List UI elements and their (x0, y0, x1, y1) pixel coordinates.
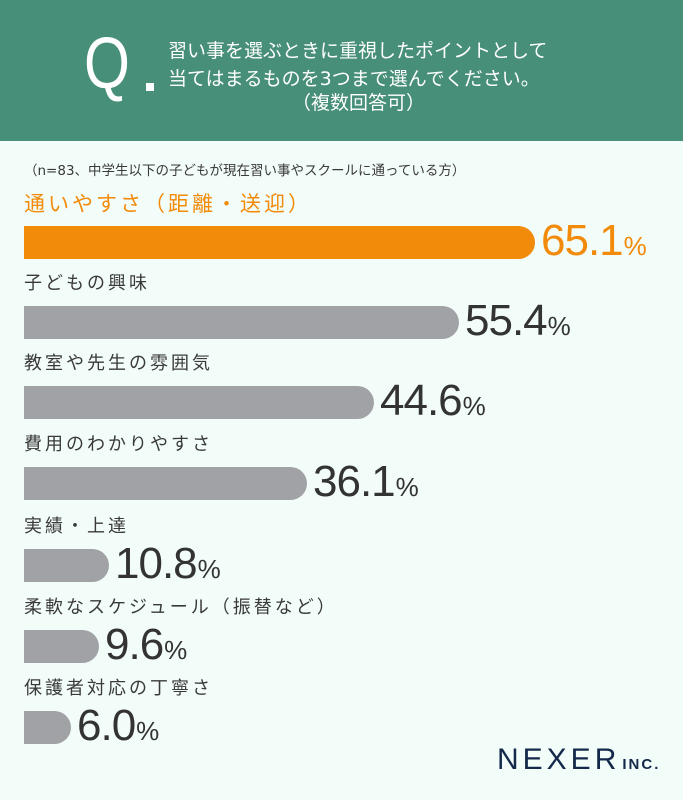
bar-value-number: 6.0 (77, 701, 136, 750)
bar-value: 55.4% (465, 298, 571, 354)
question-mark-q: Q (84, 24, 130, 104)
bar (24, 386, 374, 419)
bar-value-percent: % (164, 635, 188, 665)
nexer-logo: NEXER INC. (497, 743, 660, 777)
bar-value: 9.6% (105, 622, 187, 678)
bar (24, 467, 307, 500)
bar-value-percent: % (547, 311, 571, 341)
bar (24, 549, 109, 582)
bar-label: 子どもの興味 (24, 273, 150, 294)
bar (24, 306, 459, 339)
bar (24, 711, 71, 744)
bar-label: 教室や先生の雰囲気 (24, 353, 213, 374)
bar-value: 6.0% (77, 703, 159, 759)
bar-value: 44.6% (380, 378, 486, 434)
bar-value-percent: % (136, 716, 160, 746)
bar-label: 実績・上達 (24, 516, 129, 537)
bar-value: 65.1% (541, 218, 647, 274)
bar-value-percent: % (197, 554, 221, 584)
bar-value-number: 10.8 (115, 539, 198, 588)
logo-main: NEXER (497, 743, 621, 776)
bar-value-percent: % (623, 231, 647, 261)
bar-value-number: 65.1 (541, 216, 624, 265)
bar-label: 柔軟なスケジュール（振替など） (24, 597, 338, 618)
logo-sub: INC. (622, 756, 661, 773)
bar-value-number: 36.1 (313, 457, 396, 506)
question-title-line-2: 当てはまるものを3つまで選んでください。 (168, 68, 540, 90)
bar-label: 保護者対応の丁寧さ (24, 678, 213, 699)
bar-value-number: 44.6 (380, 376, 463, 425)
sample-note: （n=83、中学生以下の子どもが現在習い事やスクールに通っている方） (24, 163, 466, 179)
bar-value: 10.8% (115, 541, 221, 597)
bar (24, 226, 535, 259)
question-title-line-1: 習い事を選ぶときに重視したポイントとして (168, 40, 548, 62)
bar-value-number: 9.6 (105, 620, 164, 669)
bar-value-percent: % (462, 391, 486, 421)
question-dot (146, 83, 154, 91)
question-title-line-3: （複数回答可） (292, 92, 426, 114)
bar-label: 費用のわかりやすさ (24, 434, 213, 455)
question-header: Q 習い事を選ぶときに重視したポイントとして 当てはまるものを3つまで選んでくだ… (0, 0, 683, 141)
bar (24, 630, 99, 663)
bar-value-percent: % (395, 472, 419, 502)
bar-value: 36.1% (313, 459, 419, 515)
bar-label: 通いやすさ（距離・送迎） (24, 192, 312, 216)
bar-value-number: 55.4 (465, 296, 548, 345)
